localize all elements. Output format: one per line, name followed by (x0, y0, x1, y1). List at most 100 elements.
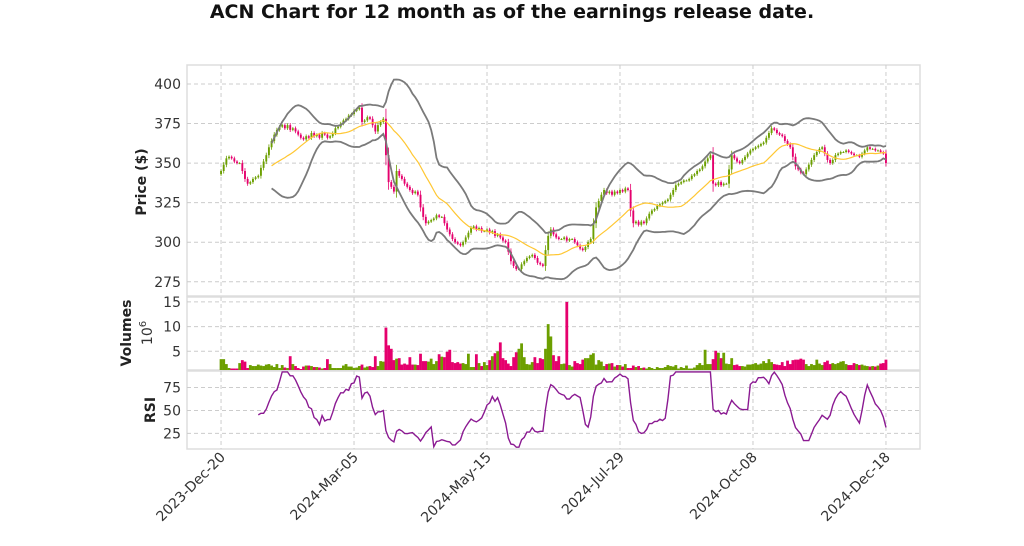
candle-body (640, 221, 643, 225)
candle-body (576, 242, 579, 246)
volume-bar (525, 364, 529, 370)
rsi-y-tick-label: 50 (163, 403, 181, 419)
candle-body (650, 210, 653, 214)
volume-bar (554, 361, 558, 370)
volume-bar (831, 363, 835, 370)
candle-body (813, 155, 816, 160)
volume-bar (703, 349, 707, 370)
volume-bar (836, 363, 840, 370)
volume-bar (631, 365, 635, 370)
candle-body (377, 125, 379, 132)
candle-body (616, 191, 619, 194)
candle-body (733, 155, 736, 159)
candle-body (419, 194, 422, 208)
candle-body (422, 207, 425, 217)
volume-bar (557, 356, 561, 370)
candle-body (520, 264, 523, 270)
candle-body (252, 178, 254, 183)
volume-bar (615, 365, 619, 370)
volume-bar (219, 359, 223, 370)
candle-body (595, 207, 598, 224)
volume-bar (485, 365, 489, 370)
candle-body (672, 189, 675, 195)
volume-bar (488, 360, 492, 370)
candle-body (608, 191, 611, 194)
volume-bar (778, 365, 781, 370)
volume-bar (235, 368, 239, 370)
volume-bar (724, 363, 728, 370)
volume-bar (397, 358, 401, 370)
volume-bar (251, 366, 255, 370)
candle-body (863, 150, 866, 154)
volume-bar (826, 360, 829, 370)
candle-body (736, 158, 738, 162)
price-panel-frame (186, 64, 921, 297)
candle-body (829, 159, 832, 164)
candle-body (677, 183, 680, 186)
candle-body (462, 242, 465, 246)
volume-bar (373, 356, 377, 370)
volume-bar (685, 365, 688, 370)
candle-body (509, 251, 512, 262)
candle-body (730, 155, 733, 170)
volume-bar (780, 362, 784, 370)
volume-bar (810, 364, 813, 370)
candle-body (720, 182, 723, 186)
candle-body (555, 234, 558, 238)
candle-body (544, 250, 547, 266)
candle-body (632, 210, 635, 224)
candle-body (427, 221, 430, 224)
volume-bar (706, 364, 710, 370)
candle-body (432, 218, 435, 221)
candle-body (624, 188, 627, 192)
candle-body (690, 175, 693, 179)
volume-bar (413, 364, 417, 370)
candle-body (717, 182, 720, 186)
volume-bar (323, 368, 327, 370)
candle-body (597, 201, 600, 208)
volume-bar (379, 361, 383, 370)
volume-bar (230, 368, 234, 370)
candle-body (760, 144, 762, 146)
candle-body (611, 191, 613, 195)
candle-body (847, 150, 850, 153)
candle-body (414, 191, 417, 194)
candle-body (334, 128, 337, 134)
volume-bar (552, 355, 555, 370)
candle-body (299, 134, 302, 138)
candle-body (257, 175, 260, 178)
volume-bar (222, 359, 226, 370)
volume-bar (278, 368, 281, 370)
volume-bar (312, 367, 316, 370)
candle-body (262, 161, 265, 168)
candle-body (416, 191, 419, 195)
candle-body (302, 137, 305, 140)
volume-bar (820, 365, 824, 370)
candle-body (629, 189, 632, 211)
volume-bar (437, 354, 441, 370)
candle-body (286, 125, 289, 129)
candle-body (315, 134, 318, 137)
volume-bar (794, 359, 797, 370)
volume-bar (881, 363, 885, 370)
volume-bar (568, 365, 571, 370)
candle-body (781, 134, 784, 137)
volume-bar (735, 364, 739, 370)
candle-body (664, 201, 667, 203)
candle-body (619, 189, 621, 194)
candle-body (634, 221, 637, 224)
volume-bar (459, 363, 462, 370)
volume-bar (451, 362, 454, 370)
volume-bar (403, 363, 406, 370)
volume-bar (637, 366, 641, 370)
volume-bar (655, 367, 659, 370)
candle-body (877, 150, 879, 152)
candle-body (765, 137, 768, 143)
candle-body (536, 258, 539, 263)
volume-bar (302, 366, 305, 370)
volume-bar (283, 367, 287, 370)
candle-body (853, 153, 855, 156)
volume-bar (562, 363, 566, 370)
candle-body (225, 158, 228, 165)
candle-body (573, 239, 576, 243)
